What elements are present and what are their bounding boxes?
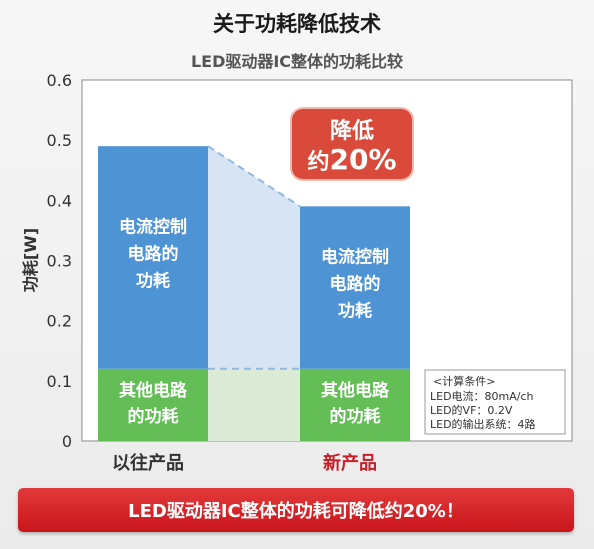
x-category-label: 新产品 <box>323 452 377 474</box>
page-title: 关于功耗降低技术 <box>213 12 381 36</box>
bar-control-label: 电流控制电路的功耗 <box>321 247 389 322</box>
y-tick-label: 0.1 <box>47 372 72 391</box>
callout-line-1: 降低 <box>330 119 374 144</box>
reduction-line-top <box>207 145 301 208</box>
conditions-line: LED的VF：0.2V <box>430 403 513 417</box>
conditions-line: LED电流：80mA/ch <box>430 389 534 403</box>
bar-control-power <box>98 146 208 369</box>
x-category-label: 以往产品 <box>112 452 184 474</box>
bar-control-power <box>300 206 410 369</box>
chart-title: LED驱动器IC整体的功耗比较 <box>190 52 404 71</box>
y-tick-label: 0.2 <box>47 312 72 331</box>
conditions-header: <计算条件> <box>433 374 495 388</box>
bar-other-power <box>300 368 410 441</box>
bar-other-power <box>98 368 208 441</box>
conditions-line: LED的输出系统：4路 <box>430 417 536 431</box>
y-axis-label: 功耗[W] <box>21 228 40 292</box>
other-power-shade <box>208 368 300 441</box>
y-tick-label: 0.5 <box>47 131 72 150</box>
callout-line-2: 约20% <box>307 143 396 176</box>
bar-other-label: 其他电路的功耗 <box>119 380 188 427</box>
reduction-callout <box>290 107 414 181</box>
y-tick-label: 0.6 <box>47 71 72 90</box>
conditions-box <box>424 369 566 435</box>
bar-control-label: 电流控制电路的功耗 <box>119 216 187 291</box>
summary-banner: LED驱动器IC整体的功耗可降低约20%！ <box>18 488 574 532</box>
bar-other-label: 其他电路的功耗 <box>321 380 390 427</box>
y-tick-label: 0 <box>62 432 72 451</box>
power-comparison-chart: 0 0.1 0.2 0.3 0.4 0.5 0.6 功耗[W] 电流控制电路的功耗其他电路的… <box>21 71 573 474</box>
y-tick-label: 0.3 <box>47 252 72 271</box>
y-tick-label: 0.4 <box>47 191 72 210</box>
control-power-shade <box>208 146 300 369</box>
